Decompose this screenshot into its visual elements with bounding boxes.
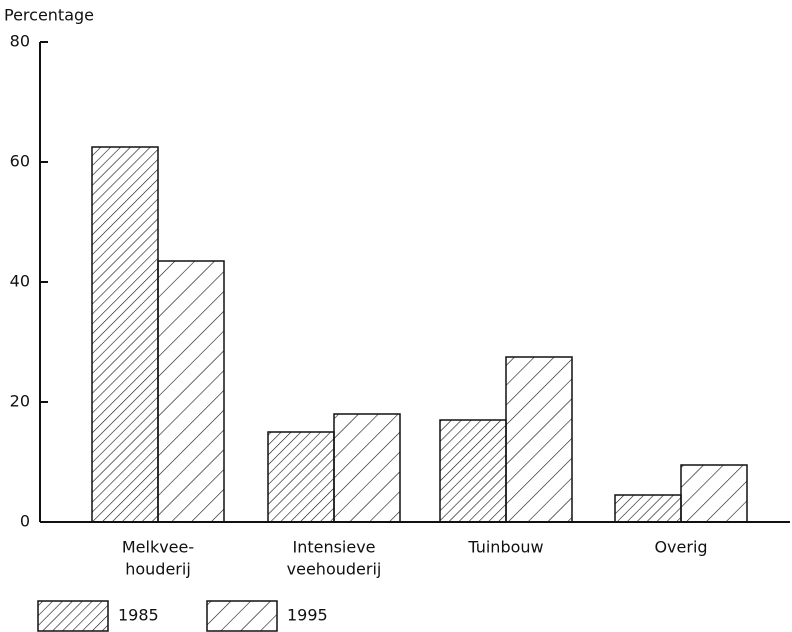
x-tick-label: veehouderij <box>287 560 382 579</box>
y-axis-label: Percentage <box>4 6 94 25</box>
y-tick-label: 60 <box>10 152 30 171</box>
x-tick-label: Intensieve <box>292 538 375 557</box>
x-tick-label: Overig <box>654 538 707 557</box>
bar <box>267 431 335 523</box>
y-tick-label: 40 <box>10 272 30 291</box>
legend-label: 1995 <box>287 606 328 625</box>
legend-label: 1985 <box>118 606 159 625</box>
y-tick-label: 80 <box>10 32 30 51</box>
legend-swatch <box>37 600 109 632</box>
bar <box>91 146 159 523</box>
x-tick-label: houderij <box>125 560 191 579</box>
bar <box>505 356 573 523</box>
y-tick-label: 20 <box>10 392 30 411</box>
bar <box>439 419 507 523</box>
bar <box>157 260 225 523</box>
x-tick-label: Tuinbouw <box>467 538 543 557</box>
x-tick-label: Melkvee- <box>122 538 194 557</box>
bar <box>614 494 682 523</box>
bar <box>680 464 748 523</box>
legend-swatch <box>206 600 278 632</box>
y-tick-label: 0 <box>20 512 30 531</box>
bar <box>333 413 401 523</box>
